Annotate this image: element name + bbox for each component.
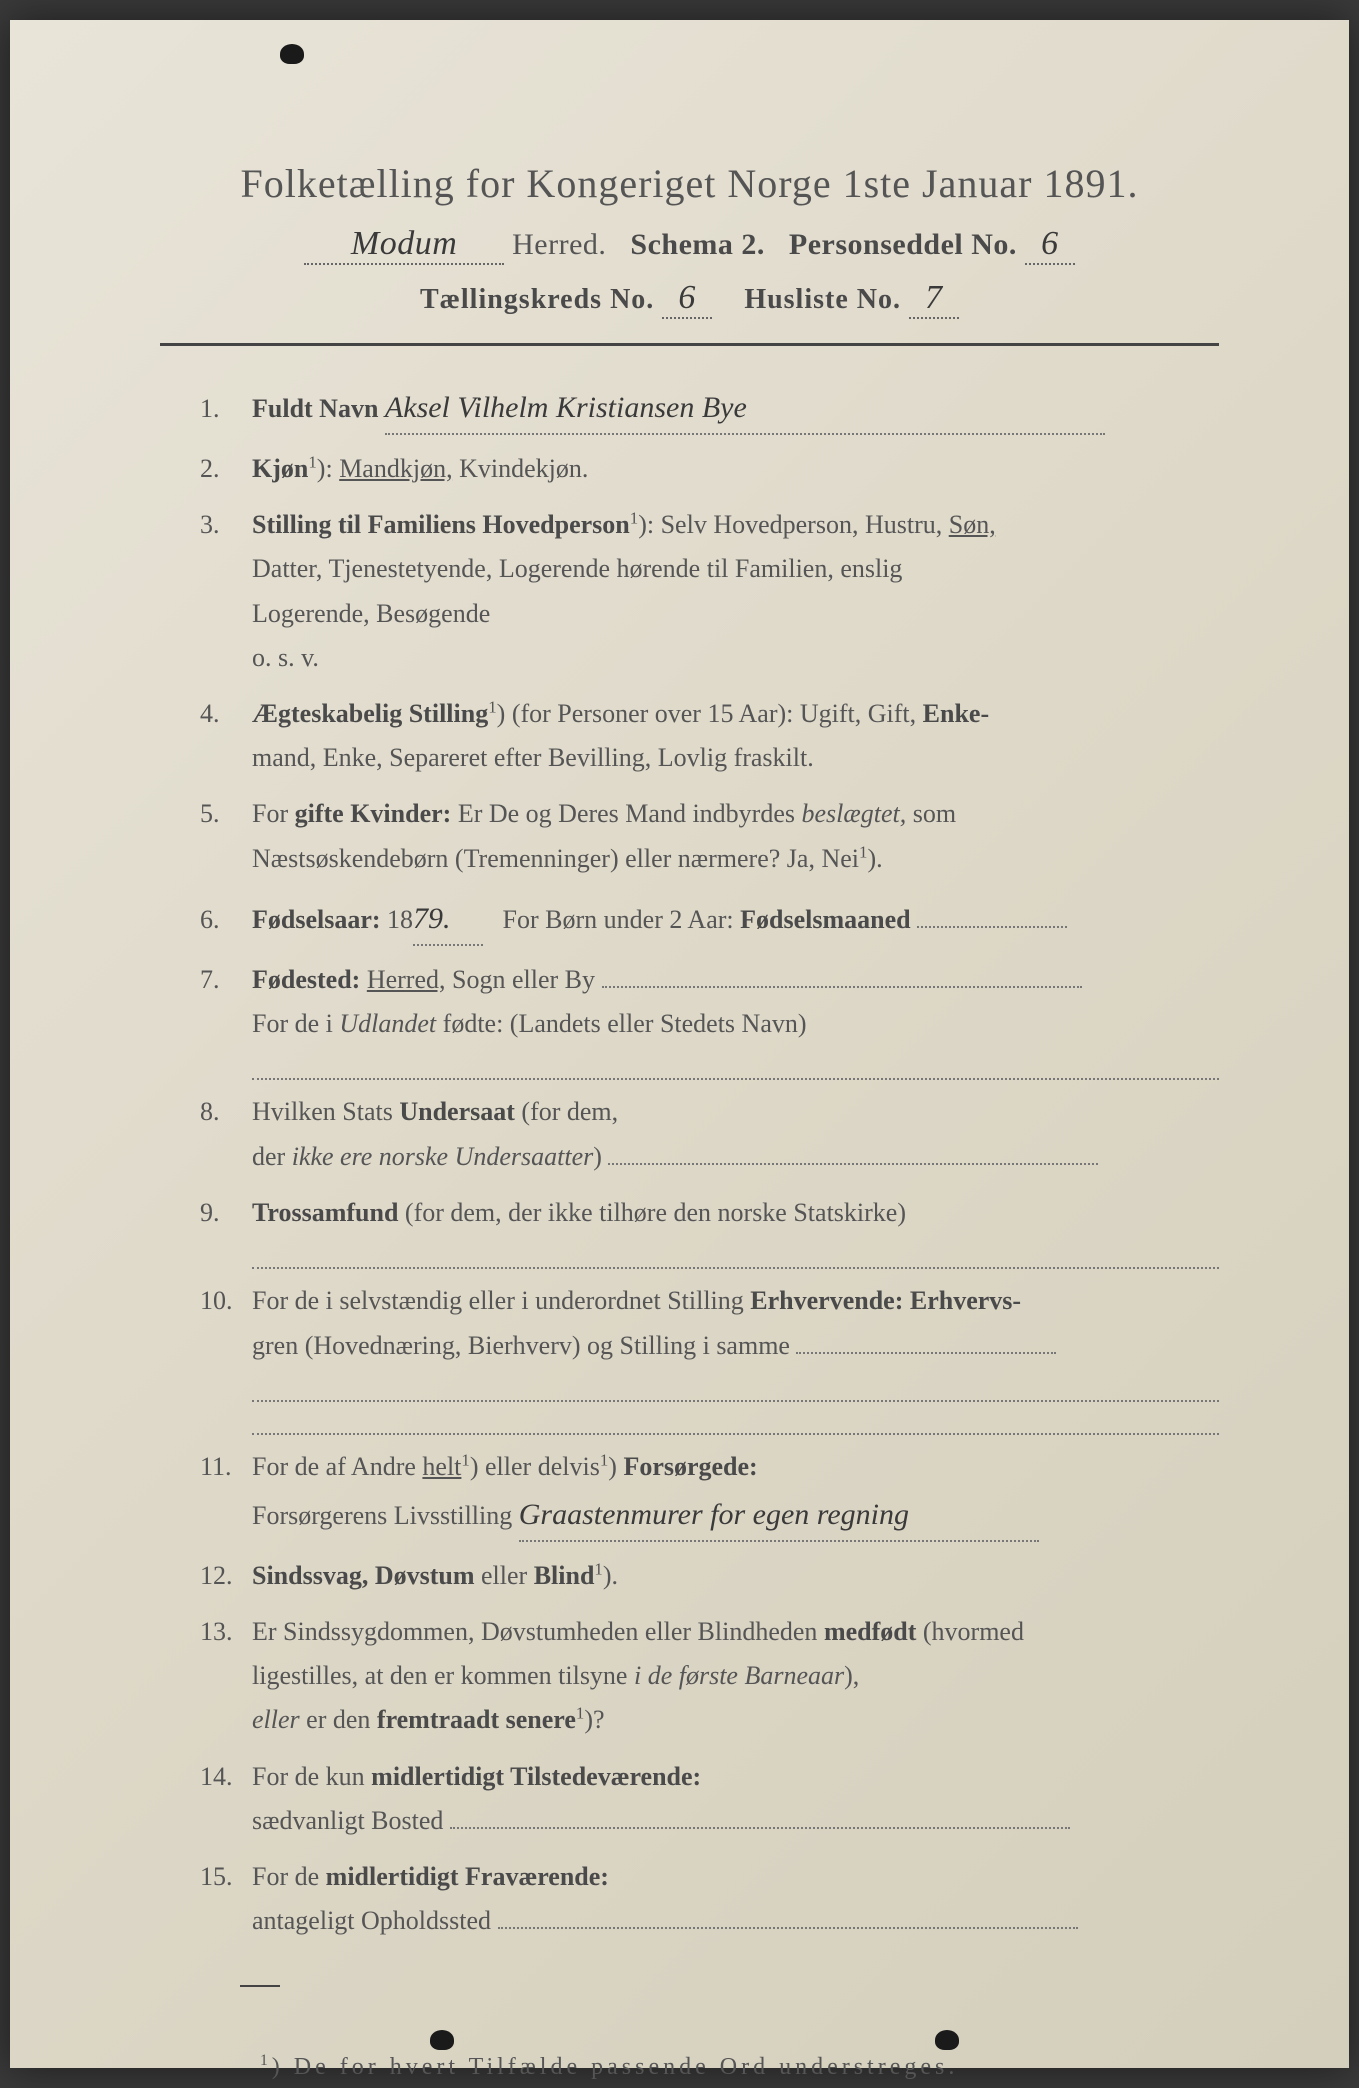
field-num: 7.	[200, 958, 252, 1002]
field-label: Forsørgede:	[623, 1452, 757, 1481]
field-num: 15.	[200, 1855, 252, 1899]
field-label: Ægteskabelig Stilling	[252, 699, 488, 728]
field-15: 15. For de midlertidigt Fraværende: anta…	[200, 1855, 1219, 1943]
census-form-page: Folketælling for Kongeriget Norge 1ste J…	[10, 20, 1349, 2068]
field-3: 3. Stilling til Familiens Hovedperson1):…	[200, 503, 1219, 680]
punch-hole	[935, 2030, 959, 2050]
seddel-no-handwritten: 6	[1041, 225, 1059, 263]
field-1: 1. Fuldt Navn Aksel Vilhelm Kristiansen …	[200, 382, 1219, 435]
field-label: gifte Kvinder:	[295, 799, 452, 828]
field-11: 11. For de af Andre helt1) eller delvis1…	[200, 1445, 1219, 1542]
field-8: 8. Hvilken Stats Undersaat (for dem, der…	[200, 1090, 1219, 1178]
field-num: 10.	[200, 1279, 252, 1323]
field-6: 6. Fødselsaar: 1879. For Børn under 2 Aa…	[200, 893, 1219, 946]
field-label: Fødselsaar:	[252, 905, 381, 934]
opt-son: Søn,	[949, 510, 996, 539]
blank-line	[252, 1412, 1219, 1434]
field-5: 5. For gifte Kvinder: Er De og Deres Man…	[200, 792, 1219, 880]
opt-herred: Herred,	[367, 965, 446, 994]
field-num: 1.	[200, 387, 252, 431]
field-num: 9.	[200, 1191, 252, 1235]
field-label: Kjøn	[252, 454, 308, 483]
herred-handwritten: Modum	[351, 225, 457, 263]
field-num: 2.	[200, 447, 252, 491]
form-header: Folketælling for Kongeriget Norge 1ste J…	[160, 160, 1219, 346]
field-num: 8.	[200, 1090, 252, 1134]
field-num: 11.	[200, 1445, 252, 1489]
form-fields: 1. Fuldt Navn Aksel Vilhelm Kristiansen …	[160, 382, 1219, 2081]
footnote: 1) De for hvert Tilfælde passende Ord un…	[200, 2052, 1219, 2081]
field-13: 13. Er Sindssygdommen, Døvstumheden elle…	[200, 1610, 1219, 1743]
header-rule	[160, 343, 1219, 346]
field-num: 14.	[200, 1755, 252, 1799]
punch-hole	[430, 2030, 454, 2050]
husliste-label: Husliste No.	[744, 284, 901, 315]
field-14: 14. For de kun midlertidigt Tilstedevære…	[200, 1755, 1219, 1843]
field-label: midlertidigt Fraværende:	[326, 1862, 609, 1891]
field-10: 10. For de i selvstændig eller i underor…	[200, 1279, 1219, 1367]
subtitle-line-1: Modum Herred. Schema 2. Personseddel No.…	[160, 225, 1219, 265]
kreds-no-handwritten: 6	[678, 279, 696, 317]
blank-line	[252, 1058, 1219, 1080]
husliste-no-handwritten: 7	[925, 279, 943, 317]
field-2: 2. Kjøn1): Mandkjøn, Kvindekjøn.	[200, 447, 1219, 491]
field-num: 12.	[200, 1554, 252, 1598]
field-num: 13.	[200, 1610, 252, 1654]
field-4: 4. Ægteskabelig Stilling1) (for Personer…	[200, 692, 1219, 780]
blank-line	[252, 1380, 1219, 1402]
punch-hole	[280, 44, 304, 64]
field-label: midlertidigt Tilstedeværende:	[371, 1762, 701, 1791]
field-12: 12. Sindssvag, Døvstum eller Blind1).	[200, 1554, 1219, 1598]
herred-label: Herred.	[512, 228, 606, 261]
field-num: 6.	[200, 898, 252, 942]
name-handwritten: Aksel Vilhelm Kristiansen Bye	[385, 391, 747, 424]
seddel-label: Personseddel No.	[789, 228, 1017, 261]
field-label: Stilling til Familiens Hovedperson	[252, 510, 630, 539]
field-num: 5.	[200, 792, 252, 836]
field-num: 4.	[200, 692, 252, 736]
kreds-label: Tællingskreds No.	[420, 284, 654, 315]
blank-line	[252, 1247, 1219, 1269]
opt-kvindekjon: Kvindekjøn.	[459, 454, 588, 483]
provider-handwritten: Graastenmurer for egen regning	[519, 1498, 909, 1531]
subtitle-line-2: Tællingskreds No. 6 Husliste No. 7	[160, 279, 1219, 319]
field-num: 3.	[200, 503, 252, 547]
opt-mandkjon: Mandkjøn,	[339, 454, 452, 483]
field-9: 9. Trossamfund (for dem, der ikke tilhør…	[200, 1191, 1219, 1235]
field-label: Sindssvag, Døvstum	[252, 1561, 475, 1590]
birthyear-handwritten: 79.	[413, 902, 451, 935]
field-label: Fødested:	[252, 965, 360, 994]
field-7: 7. Fødested: Herred, Sogn eller By For d…	[200, 958, 1219, 1046]
schema-label: Schema 2.	[630, 228, 765, 261]
main-title: Folketælling for Kongeriget Norge 1ste J…	[160, 160, 1219, 207]
footnote-dash	[240, 1985, 280, 1987]
field-label: Undersaat	[399, 1097, 515, 1126]
field-label: Trossamfund	[252, 1198, 398, 1227]
field-label: Fuldt Navn	[252, 394, 378, 423]
